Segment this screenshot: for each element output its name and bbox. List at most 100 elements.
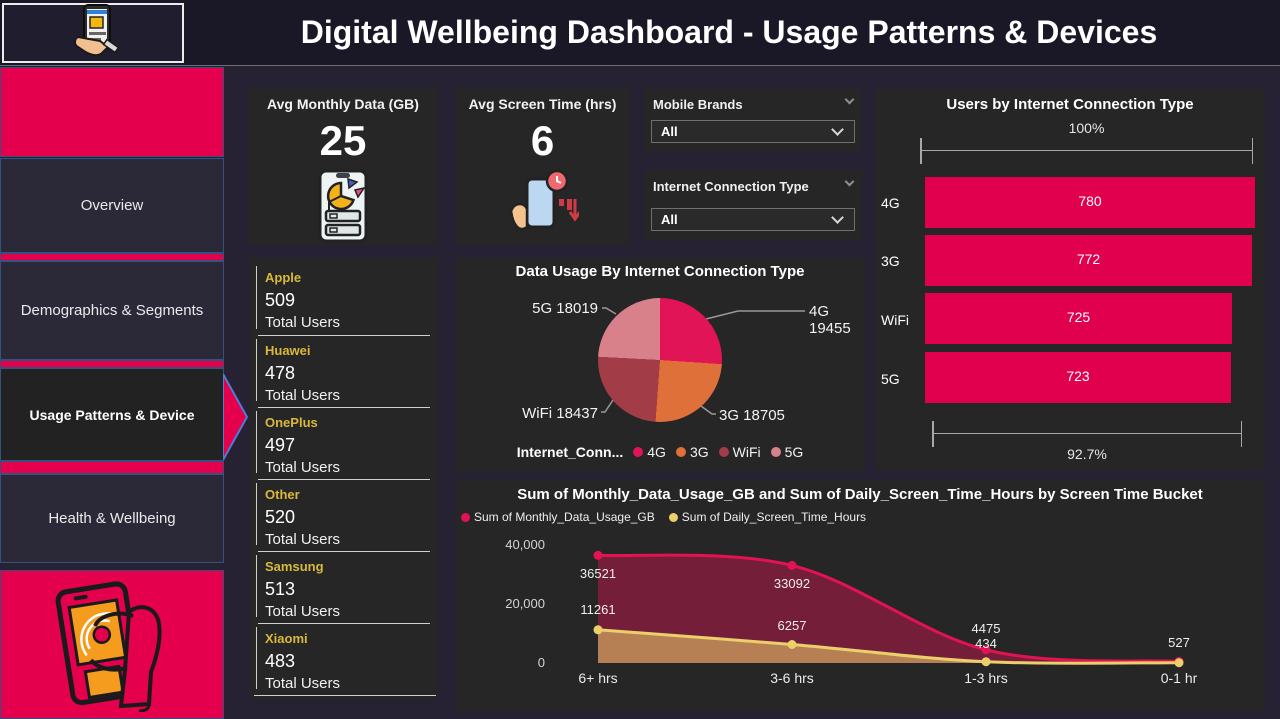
brand-multirow-card: Apple 509 Total Users Huawei 478 Total U…: [250, 258, 438, 700]
slicer-label: Internet Connection Type: [653, 179, 809, 194]
trend-legend: Sum of Monthly_Data_Usage_GB Sum of Dail…: [461, 510, 866, 524]
slicer-mobile-brands: Mobile Brands All: [644, 88, 862, 152]
bottom-annotation: 92.7%: [1067, 446, 1107, 462]
legend-label: WiFi: [732, 444, 761, 460]
y-axis-tick: 40,000: [505, 537, 545, 552]
pie-label-3g: 3G 18705: [719, 407, 785, 424]
bar[interactable]: 772: [925, 235, 1252, 286]
legend-label: 5G: [784, 444, 804, 460]
internet-connection-dropdown[interactable]: All: [651, 208, 855, 231]
legend-label: 3G: [689, 444, 709, 460]
brand-caption: Total Users: [265, 314, 341, 331]
chevron-down-icon[interactable]: [844, 94, 855, 105]
data-label: 33092: [773, 576, 811, 591]
brand-card-other: Other 520 Total Users: [256, 479, 430, 551]
sidebar-separator: [0, 360, 224, 368]
brand-caption: Total Users: [265, 531, 341, 548]
pie-label-4g: 4G 19455: [809, 303, 851, 337]
brand-value: 483: [265, 651, 296, 671]
sidebar-bottom-illustration: [0, 570, 224, 719]
sidebar-item-health[interactable]: Health & Wellbeing: [0, 474, 224, 563]
y-axis-tick: 0: [537, 655, 545, 670]
brand-value: 513: [265, 579, 296, 599]
sidebar-item-usage-patterns[interactable]: Usage Patterns & Device: [0, 368, 224, 461]
legend-item[interactable]: 4G: [633, 444, 666, 460]
sidebar-top-accent: [0, 67, 224, 157]
mobile-brands-dropdown[interactable]: All: [651, 120, 855, 143]
hand-phone-clock-icon: [455, 169, 630, 239]
chart-title: Sum of Monthly_Data_Usage_GB and Sum of …: [517, 486, 1203, 503]
legend-item[interactable]: 5G: [770, 444, 804, 460]
trend-plot[interactable]: [455, 480, 1265, 712]
sidebar-item-label: Demographics & Segments: [20, 302, 204, 319]
bar-chart-users-by-connection: Users by Internet Connection Type 100% 4…: [875, 88, 1265, 470]
brand-card-xiaomi: Xiaomi 483 Total Users: [256, 623, 430, 695]
brand-card-huawei: Huawei 478 Total Users: [256, 335, 430, 407]
x-axis-tick: 0-1 hr: [1160, 670, 1198, 686]
legend-label: Sum of Monthly_Data_Usage_GB: [474, 510, 655, 524]
legend-dot-icon: [675, 447, 686, 457]
slicer-label: Mobile Brands: [653, 97, 743, 112]
bar[interactable]: 725: [925, 293, 1232, 344]
brand-caption: Total Users: [265, 459, 341, 476]
brand-card-oneplus: OnePlus 497 Total Users: [256, 407, 430, 479]
data-label: 6257: [777, 618, 807, 633]
dropdown-value: All: [661, 124, 678, 139]
pie-legend: Internet_Conn... 4G 3G WiFi 5G: [455, 444, 865, 460]
sidebar-item-demographics[interactable]: Demographics & Segments: [0, 261, 224, 360]
chart-title: Users by Internet Connection Type: [946, 96, 1194, 113]
kpi-value: 6: [530, 117, 555, 164]
chevron-down-icon[interactable]: [844, 176, 855, 187]
brand-name: OnePlus: [265, 415, 318, 430]
sidebar-item-overview[interactable]: Overview: [0, 158, 224, 253]
data-label: 11261: [580, 602, 616, 617]
legend-dot-icon: [461, 512, 470, 522]
dropdown-value: All: [661, 212, 678, 227]
legend-dot-icon: [668, 512, 678, 522]
bar-category: WiFi: [881, 312, 909, 328]
legend-item[interactable]: 3G: [675, 444, 709, 460]
sidebar-item-label: Health & Wellbeing: [48, 510, 176, 527]
legend-dot-icon: [770, 447, 781, 457]
sidebar-separator: [0, 253, 224, 261]
bar[interactable]: 780: [925, 177, 1255, 228]
kpi-value: 25: [319, 117, 367, 164]
pie-callout-lines: [601, 307, 805, 415]
legend-item[interactable]: Sum of Monthly_Data_Usage_GB: [461, 510, 655, 524]
brand-value: 497: [265, 435, 296, 455]
kpi-card-screen-time: Avg Screen Time (hrs) 6: [455, 87, 630, 245]
bar-value: 723: [1066, 368, 1090, 384]
legend-label: Sum of Daily_Screen_Time_Hours: [681, 510, 867, 524]
sidebar-item-label: Overview: [80, 197, 144, 214]
pie-chart-data-usage: Data Usage By Internet Connection Type 5…: [455, 258, 865, 473]
active-page-arrow-icon: [223, 374, 249, 460]
phone-pie-chart-icon: [248, 169, 438, 243]
kpi-title: Avg Monthly Data (GB): [267, 96, 419, 112]
pie-label-wifi: WiFi 18437: [522, 405, 598, 422]
brand-name: Other: [265, 487, 300, 502]
bar-category: 3G: [881, 253, 900, 269]
brand-name: Apple: [265, 270, 302, 285]
x-axis-tick: 3-6 hrs: [770, 670, 814, 686]
pie-circle[interactable]: [598, 298, 722, 422]
brand-value: 509: [265, 290, 296, 310]
slicer-internet-connection: Internet Connection Type All: [644, 170, 862, 240]
pie-label-5g: 5G 18019: [532, 300, 598, 317]
x-axis-tick: 1-3 hrs: [964, 670, 1008, 686]
chart-title: Data Usage By Internet Connection Type: [515, 263, 805, 280]
data-label: 434: [975, 636, 997, 651]
data-label: 4475: [971, 621, 1001, 636]
data-label: 527: [1168, 635, 1190, 650]
brand-caption: Total Users: [265, 675, 341, 692]
brand-value: 520: [265, 507, 296, 527]
legend-item[interactable]: WiFi: [718, 444, 761, 460]
bar-value: 780: [1078, 193, 1102, 209]
legend-title: Internet_Conn...: [516, 444, 624, 460]
bottom-bracket: [932, 421, 1242, 447]
bar[interactable]: 723: [925, 352, 1231, 403]
brand-card-samsung: Samsung 513 Total Users: [256, 551, 430, 623]
brand-name: Xiaomi: [265, 631, 308, 646]
legend-dot-icon: [633, 447, 644, 457]
brand-caption: Total Users: [265, 387, 341, 404]
legend-item[interactable]: Sum of Daily_Screen_Time_Hours: [668, 510, 867, 524]
